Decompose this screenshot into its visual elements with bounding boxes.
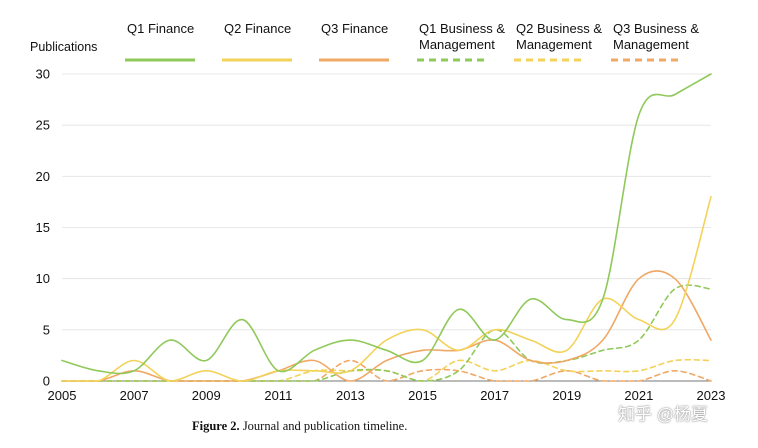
y-tick-label-20: 20: [36, 169, 50, 184]
y-tick-label-30: 30: [36, 67, 50, 82]
series-line-q1-business-management: [61, 284, 712, 382]
legend-label: Q3 Finance: [321, 21, 388, 36]
legend-entry-q1-business-management: Q1 Business &Management: [417, 21, 505, 62]
series-line-q2-finance: [61, 196, 712, 382]
y-tick-labels: 0 5 10 15 20 25 30: [36, 67, 50, 389]
legend-label: Q1 Business &: [419, 21, 505, 36]
legend-label-line2: Management: [613, 37, 689, 52]
caption-text: Journal and publication timeline.: [239, 419, 408, 433]
caption-label: Figure 2.: [192, 419, 240, 433]
legend-label-line2: Management: [516, 37, 592, 52]
legend-label: Q2 Finance: [224, 21, 291, 36]
legend-label-line2: Management: [419, 37, 495, 52]
y-tick-label-25: 25: [36, 118, 50, 133]
x-tick-label-2011: 2011: [264, 388, 292, 403]
x-tick-label-2019: 2019: [552, 388, 581, 403]
legend-entry-q1-finance: Q1 Finance: [125, 21, 195, 62]
y-tick-label-0: 0: [43, 374, 50, 389]
publication-timeline-chart: Q1 Finance Q2 Finance Q3 Finance Q1 Busines…: [30, 21, 726, 403]
legend-entry-q2-business-management: Q2 Business &Management: [514, 21, 602, 62]
legend-entry-q3-business-management: Q3 Business &Management: [611, 21, 699, 62]
x-tick-label-2021: 2021: [624, 388, 653, 403]
series-line-q1-finance: [61, 73, 712, 375]
x-tick-label-2009: 2009: [192, 388, 221, 403]
legend-label: Q3 Business &: [613, 21, 699, 36]
x-tick-label-2007: 2007: [120, 388, 149, 403]
y-tick-label-10: 10: [36, 271, 50, 286]
grid-lines: [62, 73, 711, 382]
x-tick-label-2017: 2017: [480, 388, 509, 403]
y-tick-label-5: 5: [43, 322, 50, 337]
figure-caption: Figure 2. Journal and publication timeli…: [192, 419, 407, 434]
x-tick-label-2005: 2005: [48, 388, 77, 403]
legend-label: Q2 Business &: [516, 21, 602, 36]
legend-entry-q3-finance: Q3 Finance: [319, 21, 389, 62]
x-tick-labels: 2005 2007 2009 2011 2013 2015 2017 2019 2021 2023: [48, 388, 726, 403]
x-tick-label-2015: 2015: [408, 388, 437, 403]
series-line-q3-finance: [61, 270, 712, 382]
x-tick-label-2013: 2013: [336, 388, 365, 403]
y-axis-label: Publications: [30, 40, 97, 54]
chart-legend: Q1 Finance Q2 Finance Q3 Finance Q1 Busines…: [125, 21, 699, 62]
x-tick-label-2023: 2023: [697, 388, 726, 403]
y-tick-label-15: 15: [36, 220, 50, 235]
watermark: 知乎 @杨夏: [618, 405, 708, 424]
legend-label: Q1 Finance: [127, 21, 194, 36]
legend-entry-q2-finance: Q2 Finance: [222, 21, 292, 62]
series-lines: [61, 73, 712, 382]
